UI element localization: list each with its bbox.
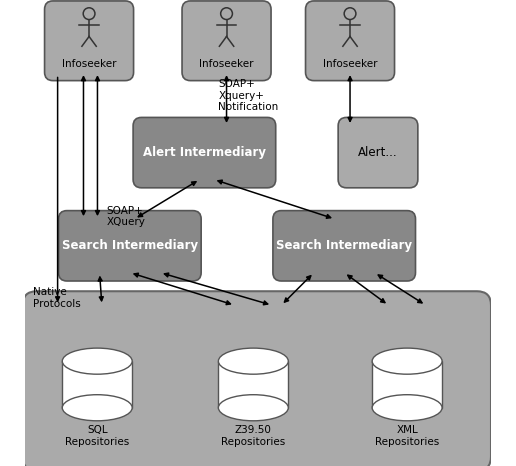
Text: Search Intermediary: Search Intermediary	[62, 240, 198, 252]
FancyBboxPatch shape	[58, 211, 201, 281]
FancyBboxPatch shape	[305, 1, 395, 81]
Text: Infoseeker: Infoseeker	[199, 59, 254, 69]
Text: SQL
Repositories: SQL Repositories	[65, 425, 130, 447]
FancyBboxPatch shape	[44, 1, 134, 81]
Text: Z39.50
Repositories: Z39.50 Repositories	[221, 425, 285, 447]
Ellipse shape	[218, 395, 288, 421]
FancyBboxPatch shape	[133, 117, 276, 188]
Ellipse shape	[372, 348, 442, 374]
FancyBboxPatch shape	[273, 211, 415, 281]
Text: Alert Intermediary: Alert Intermediary	[143, 146, 266, 159]
FancyBboxPatch shape	[338, 117, 418, 188]
Ellipse shape	[372, 395, 442, 421]
Ellipse shape	[62, 395, 132, 421]
Bar	[218, 361, 288, 408]
FancyBboxPatch shape	[23, 291, 491, 466]
Text: Search Intermediary: Search Intermediary	[276, 240, 412, 252]
Text: SOAP+
Xquery+
Notification: SOAP+ Xquery+ Notification	[218, 79, 279, 112]
Bar	[372, 361, 442, 408]
Text: XML
Repositories: XML Repositories	[375, 425, 439, 447]
Ellipse shape	[218, 348, 288, 374]
Ellipse shape	[62, 348, 132, 374]
Text: Native
Protocols: Native Protocols	[34, 288, 81, 309]
FancyBboxPatch shape	[182, 1, 271, 81]
Text: Alert...: Alert...	[358, 146, 398, 159]
Text: Infoseeker: Infoseeker	[323, 59, 377, 69]
Bar	[62, 361, 132, 408]
Text: SOAP+
XQuery: SOAP+ XQuery	[106, 206, 146, 227]
Text: Infoseeker: Infoseeker	[62, 59, 116, 69]
